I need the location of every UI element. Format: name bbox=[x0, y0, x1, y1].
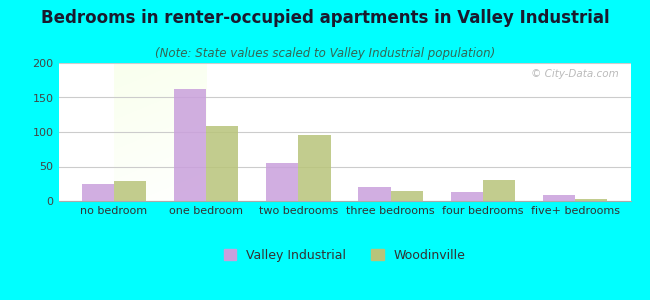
Bar bbox=[575, 199, 608, 201]
Bar bbox=[81, 184, 114, 201]
Bar bbox=[114, 181, 146, 201]
Bar bbox=[543, 196, 575, 201]
Bar bbox=[206, 127, 239, 201]
Text: Bedrooms in renter-occupied apartments in Valley Industrial: Bedrooms in renter-occupied apartments i… bbox=[41, 9, 609, 27]
Legend: Valley Industrial, Woodinville: Valley Industrial, Woodinville bbox=[218, 244, 471, 266]
Bar bbox=[298, 135, 331, 201]
Bar bbox=[483, 180, 515, 201]
Text: (Note: State values scaled to Valley Industrial population): (Note: State values scaled to Valley Ind… bbox=[155, 46, 495, 59]
Bar bbox=[450, 192, 483, 201]
Bar bbox=[266, 163, 298, 201]
Bar bbox=[174, 89, 206, 201]
Text: © City-Data.com: © City-Data.com bbox=[531, 68, 619, 79]
Bar bbox=[358, 187, 391, 201]
Bar bbox=[391, 191, 423, 201]
